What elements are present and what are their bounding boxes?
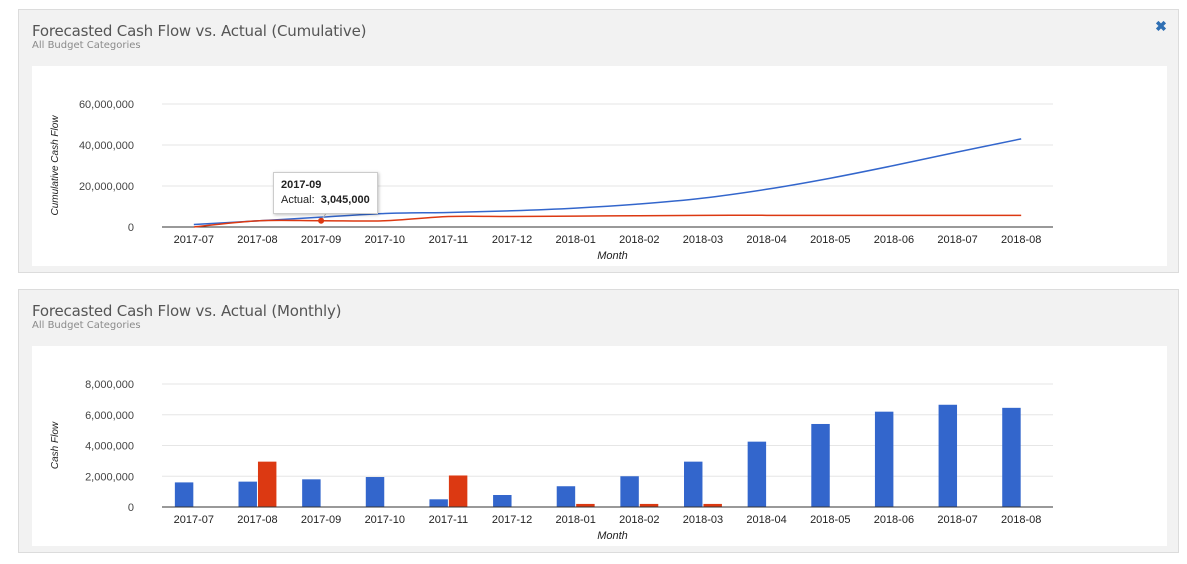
x-tick-label: 2017-09 [301, 514, 341, 526]
actual-bar [448, 475, 468, 507]
cumulative-chart: 0 20,000,000 40,000,000 60,000,000 2017-07 20… [32, 66, 1167, 266]
forecast-bar [938, 404, 958, 507]
tooltip-title: 2017-09 [281, 179, 322, 191]
actual-bar [639, 503, 659, 507]
x-tick-label: 2017-12 [492, 234, 532, 246]
forecast-bar [556, 486, 576, 507]
x-axis-title: Month [597, 530, 628, 542]
forecast-bar [684, 461, 703, 507]
tooltip-value: 3,045,000 [320, 194, 370, 206]
forecast-bar [174, 482, 194, 507]
x-tick-label: 2018-05 [810, 234, 850, 246]
x-tick-label: 2017-11 [429, 514, 469, 526]
forecast-bar [874, 411, 894, 507]
actual-bar [576, 503, 595, 507]
x-tick-label: 2018-02 [619, 234, 659, 246]
x-tick-label: 2018-06 [874, 234, 914, 246]
cumulative-chart-svg: 0 20,000,000 40,000,000 60,000,000 2017-07 20… [50, 99, 1053, 262]
y-tick-label: 0 [128, 502, 134, 514]
actual-series-line [193, 214, 1022, 228]
y-tick-label: 2,000,000 [85, 471, 134, 483]
forecast-bar [1002, 407, 1021, 507]
panel-subtitle: All Budget Categories [32, 320, 141, 331]
panel-title: Forecasted Cash Flow vs. Actual (Cumulat… [32, 22, 367, 40]
actual-bar [703, 503, 722, 507]
forecast-bar [620, 476, 639, 507]
monthly-chart-panel: Forecasted Cash Flow vs. Actual (Monthly… [18, 289, 1179, 553]
y-tick-label: 60,000,000 [79, 99, 134, 111]
forecast-bar [302, 479, 321, 507]
x-tick-label: 2017-08 [237, 234, 277, 246]
x-tick-label: 2017-11 [429, 234, 469, 246]
panel-title: Forecasted Cash Flow vs. Actual (Monthly… [32, 302, 342, 320]
y-tick-label: 40,000,000 [79, 140, 134, 152]
x-tick-label: 2018-05 [810, 514, 850, 526]
y-tick-label: 8,000,000 [85, 379, 134, 391]
x-tick-label: 2017-10 [365, 514, 405, 526]
forecast-bar [238, 481, 257, 507]
y-tick-label: 0 [128, 222, 134, 234]
y-tick-label: 6,000,000 [85, 410, 134, 422]
y-tick-label: 20,000,000 [79, 181, 134, 193]
y-tick-label: 4,000,000 [85, 441, 134, 453]
x-axis-title: Month [597, 250, 628, 262]
x-tick-label: 2017-08 [237, 514, 277, 526]
y-axis-title: Cash Flow [50, 421, 61, 469]
monthly-chart-svg: 0 2,000,000 4,000,000 6,000,000 8,000,000 201… [50, 379, 1053, 542]
x-tick-label: 2017-09 [301, 234, 341, 246]
forecast-bar [747, 441, 767, 507]
x-tick-label: 2017-12 [492, 514, 532, 526]
x-tick-label: 2018-01 [555, 514, 595, 526]
monthly-chart: 0 2,000,000 4,000,000 6,000,000 8,000,000 201… [32, 346, 1167, 546]
x-tick-label: 2018-01 [555, 234, 595, 246]
chart-tooltip: 2017-09 Actual: 3,045,000 [273, 172, 378, 214]
y-axis-title: Cumulative Cash Flow [50, 115, 61, 216]
x-tick-label: 2018-03 [683, 514, 723, 526]
panel-subtitle: All Budget Categories [32, 40, 141, 51]
x-tick-label: 2017-10 [365, 234, 405, 246]
x-tick-label: 2018-08 [1001, 234, 1041, 246]
x-tick-label: 2018-04 [746, 514, 786, 526]
highlighted-point [318, 217, 325, 224]
forecast-bar [429, 499, 448, 507]
cumulative-chart-panel: Forecasted Cash Flow vs. Actual (Cumulat… [18, 9, 1179, 273]
x-tick-label: 2018-07 [937, 514, 977, 526]
x-tick-label: 2017-07 [174, 514, 214, 526]
forecast-series-line [193, 138, 1022, 226]
actual-bar [257, 461, 277, 507]
x-tick-label: 2018-03 [683, 234, 723, 246]
x-tick-label: 2018-07 [937, 234, 977, 246]
x-tick-label: 2018-04 [746, 234, 786, 246]
close-icon[interactable]: ✖ [1155, 18, 1167, 34]
x-tick-label: 2018-08 [1001, 514, 1041, 526]
forecast-bar [365, 477, 385, 507]
x-tick-label: 2017-07 [174, 234, 214, 246]
forecast-bar [811, 423, 830, 507]
x-tick-label: 2018-02 [619, 514, 659, 526]
forecast-bar [493, 495, 512, 507]
tooltip-label: Actual: [281, 194, 315, 206]
x-tick-label: 2018-06 [874, 514, 914, 526]
